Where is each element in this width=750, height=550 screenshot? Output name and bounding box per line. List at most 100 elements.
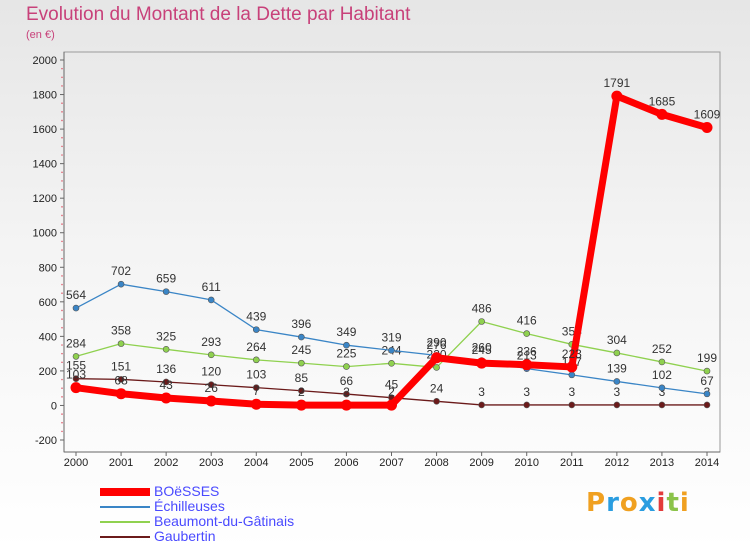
y-tick-label: 600 [39,297,57,309]
brand-letter: o [619,488,639,518]
data-label: 2 [298,385,305,399]
data-point [298,359,305,367]
data-label: 319 [381,330,401,344]
chart-title: Evolution du Montant de la Dette par Hab… [26,4,411,25]
x-tick-label: 2005 [289,457,313,469]
legend-label: Échilleuses [154,498,225,514]
data-point [70,382,82,394]
data-label: 2 [343,385,350,399]
y-minor-tick [61,85,63,87]
data-point [117,376,125,383]
data-point [703,367,711,375]
data-point [343,341,350,349]
data-label: 252 [652,342,672,356]
data-point [250,398,262,410]
y-tick-label: 0 [51,400,57,412]
data-label: 2 [388,385,395,399]
legend-item: BOëSSES [100,484,294,499]
y-minor-tick [61,67,63,70]
data-label: 3 [568,385,575,399]
data-point [523,401,531,409]
legend-label: BOëSSES [154,483,220,499]
x-tick-label: 2011 [560,457,584,469]
legend-item: Beaumont-du-Gâtinais [100,514,294,529]
legend-item: Échilleuses [100,499,294,514]
y-tick-label: 1800 [33,90,57,102]
x-tick-label: 2000 [64,457,88,469]
data-label: 213 [517,349,537,363]
data-point [386,399,397,411]
data-label: 245 [472,343,492,357]
y-minor-tick [61,352,63,355]
data-label: 102 [652,368,672,382]
x-tick-label: 2012 [605,457,629,469]
data-point [478,318,485,325]
data-point [252,356,260,364]
data-point [117,340,125,347]
y-minor-tick [61,119,63,122]
data-label: 3 [614,385,621,399]
data-label: 3 [523,385,530,399]
data-label: 3 [659,385,666,399]
data-point [476,357,488,369]
data-label: 611 [202,280,221,294]
data-point [701,122,713,134]
brand-letter: i [656,488,667,518]
data-label: 1685 [649,94,676,108]
legend-label: Gaubertin [154,528,216,544]
y-minor-tick [61,180,63,182]
y-tick-label: 1000 [33,228,57,240]
data-point [72,353,80,360]
data-point [658,384,666,392]
x-tick-label: 2004 [244,457,268,469]
data-label: 68 [114,374,128,388]
data-point [433,364,440,371]
legend-item: Gaubertin [100,529,294,544]
y-minor-tick [61,421,63,424]
data-label: 284 [66,336,86,350]
data-point [252,384,260,391]
y-minor-tick [61,396,63,398]
chart-legend: BOëSSES Échilleuses Beaumont-du-Gâtinais Ga… [100,484,294,544]
y-tick-label: 400 [39,331,57,343]
y-minor-tick [61,136,63,139]
data-point [205,395,217,407]
data-label: 702 [111,264,131,278]
data-label: 293 [201,335,221,349]
data-point [656,108,668,120]
legend-swatch [100,505,150,508]
data-point [521,359,533,371]
data-point [72,304,80,312]
data-label: 103 [246,368,266,382]
data-label: 43 [159,378,173,392]
x-tick-label: 2001 [109,457,133,469]
data-label: 416 [517,314,537,328]
data-point [343,363,350,370]
y-tick-label: 200 [39,366,57,378]
y-minor-tick [61,223,63,225]
chart-unit: (en €) [26,29,55,41]
data-point [162,288,170,295]
data-label: 396 [291,317,311,331]
y-minor-tick [61,257,63,260]
data-label: 1791 [604,76,631,90]
y-minor-tick [61,154,63,156]
data-point [703,390,711,398]
data-label: 199 [697,351,717,365]
data-label: 486 [472,302,492,316]
data-point [611,90,623,102]
data-label: 225 [336,347,356,361]
legend-swatch [100,487,150,496]
y-minor-tick [61,171,63,174]
series-line [75,92,708,409]
data-label: 325 [156,329,176,343]
data-point [207,296,215,304]
legend-swatch [100,535,150,538]
x-tick-label: 2013 [650,457,674,469]
x-tick-label: 2014 [695,457,719,469]
y-minor-tick [61,326,63,329]
data-point [433,398,440,405]
y-tick-label: -200 [35,435,57,447]
y-minor-tick [61,318,63,320]
data-label: 7 [253,384,260,398]
